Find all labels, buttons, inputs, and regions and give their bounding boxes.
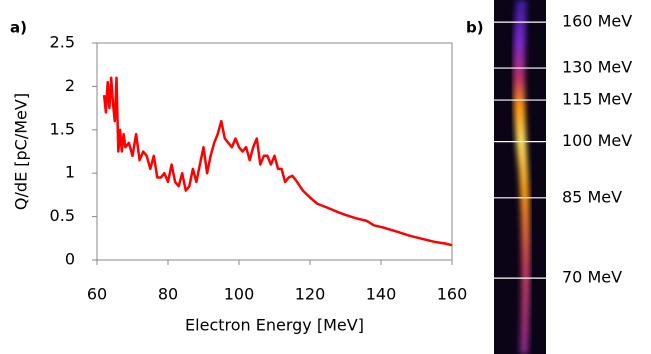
y-tick-label: 0 [65, 250, 75, 269]
energy-label: 160 MeV [562, 12, 632, 31]
x-tick-label: 80 [158, 285, 178, 304]
x-tick-label: 60 [87, 285, 107, 304]
y-tick-label: 2 [65, 76, 75, 95]
x-tick-label: 140 [366, 285, 397, 304]
y-tick-label: 2.5 [50, 33, 75, 52]
y-tick-label: 1.5 [50, 119, 75, 138]
panel-label: b) [466, 19, 484, 37]
y-tick-label: 1 [65, 163, 75, 182]
energy-label: 115 MeV [562, 90, 632, 109]
figure: a) 0 0.5 1 1.5 2 2.5 60 80 100 120 140 160 Electron E… [0, 0, 651, 354]
x-tick-label: 100 [224, 285, 255, 304]
x-tick-label: 160 [437, 285, 468, 304]
y-axis-label: Q/dE [pC/MeV] [12, 93, 31, 210]
y-tick-label: 0.5 [50, 206, 75, 225]
energy-label: 100 MeV [562, 131, 632, 150]
x-axis-label: Electron Energy [MeV] [185, 316, 364, 335]
energy-label: 70 MeV [562, 268, 622, 287]
plot-frame [97, 43, 452, 260]
spectrum-image [494, 0, 546, 354]
panel-label: a) [10, 19, 27, 37]
x-tick-label: 120 [295, 285, 326, 304]
energy-label: 85 MeV [562, 187, 622, 206]
energy-label: 130 MeV [562, 58, 632, 77]
data-line [104, 78, 452, 246]
